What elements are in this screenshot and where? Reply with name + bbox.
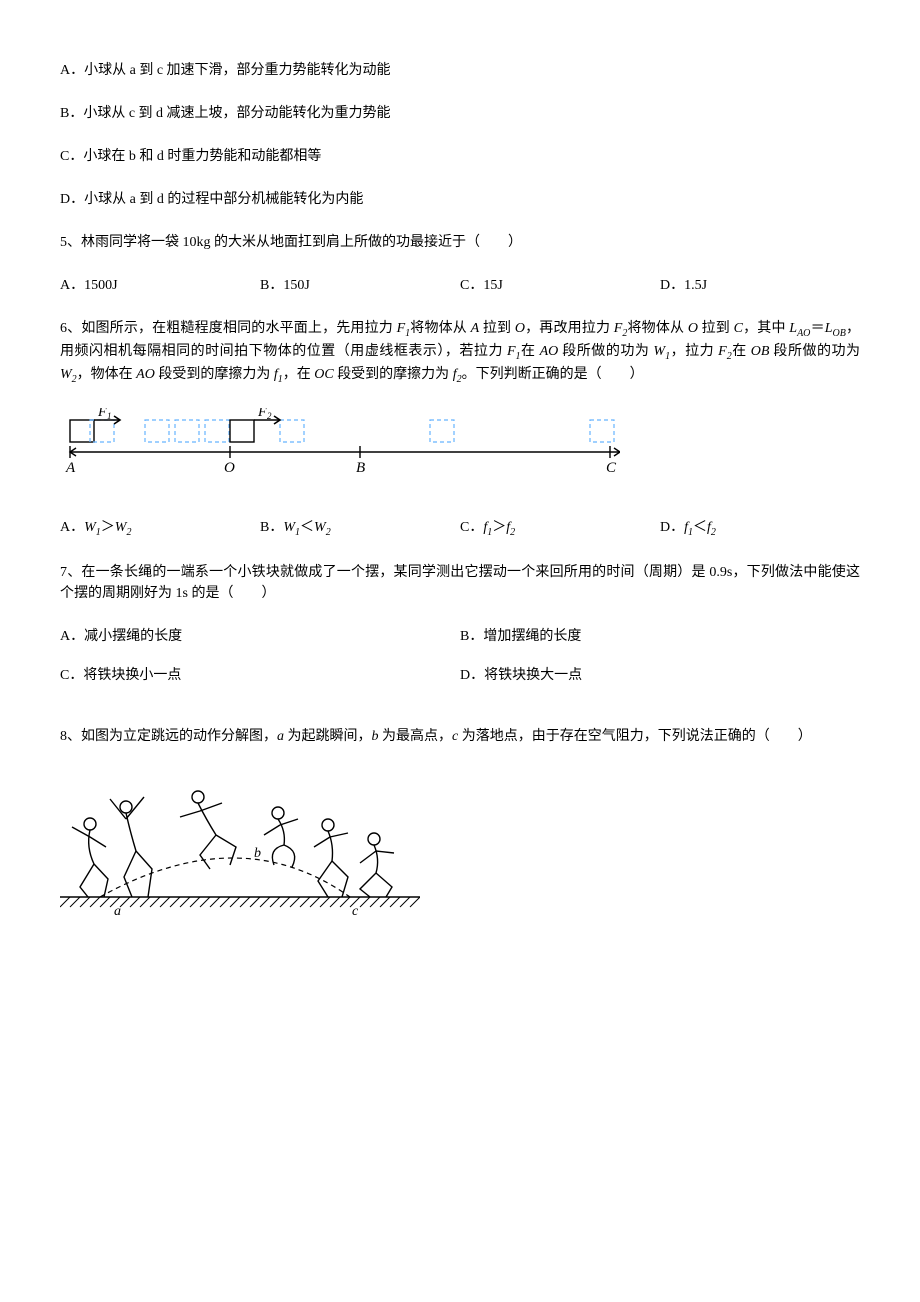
svg-text:1: 1 xyxy=(107,411,112,421)
q5-option-c: C．15J xyxy=(460,275,660,296)
q8-svg: a b c xyxy=(60,769,420,919)
page: A．小球从 a 到 c 加速下滑，部分重力势能转化为动能 B．小球从 c 到 d… xyxy=(0,0,920,1028)
q7-options: A．减小摆绳的长度 B．增加摆绳的长度 C．将铁块换小一点 D．将铁块换大一点 xyxy=(60,626,860,704)
q6-stem: 6、如图所示，在粗糙程度相同的水平面上，先用拉力 F1将物体从 A 拉到 O，再… xyxy=(60,318,860,386)
q7-option-d: D．将铁块换大一点 xyxy=(460,665,860,686)
q7-option-c: C．将铁块换小一点 xyxy=(60,665,460,686)
q6-label-a: A xyxy=(65,460,76,476)
q8-label-c: c xyxy=(352,904,359,919)
q6-options: A．W1＞W2 B．W1＜W2 C．f1＞f2 D．f1＜f2 xyxy=(60,517,860,540)
q8-label-b: b xyxy=(254,846,261,861)
q6-option-b: B．W1＜W2 xyxy=(260,517,460,540)
q5-option-b: B．150J xyxy=(260,275,460,296)
q8-figure: a b c xyxy=(60,769,860,926)
q5-option-a: A．1500J xyxy=(60,275,260,296)
prev-option-c: C．小球在 b 和 d 时重力势能和动能都相等 xyxy=(60,146,860,167)
q6-label-c: C xyxy=(606,460,617,476)
prev-option-a: A．小球从 a 到 c 加速下滑，部分重力势能转化为动能 xyxy=(60,60,860,81)
q5-stem: 5、林雨同学将一袋 10kg 的大米从地面扛到肩上所做的功最接近于（ ） xyxy=(60,232,860,253)
q8-label-a: a xyxy=(114,904,121,919)
q6-label-f2: F xyxy=(257,408,267,420)
q5-options: A．1500J B．150J C．15J D．1.5J xyxy=(60,275,860,296)
q6-label-o: O xyxy=(224,460,235,476)
svg-text:2: 2 xyxy=(267,411,272,421)
q5-option-d: D．1.5J xyxy=(660,275,860,296)
q6-option-d: D．f1＜f2 xyxy=(660,517,860,540)
q6-option-a: A．W1＞W2 xyxy=(60,517,260,540)
q6-svg: F 1 F 2 A O B C xyxy=(60,408,620,488)
q8-stem: 8、如图为立定跳远的动作分解图，a 为起跳瞬间，b 为最高点，c 为落地点，由于… xyxy=(60,726,860,747)
q7-stem: 7、在一条长绳的一端系一个小铁块就做成了一个摆，某同学测出它摆动一个来回所用的时… xyxy=(60,562,860,604)
q6-label-f1: F xyxy=(97,408,107,420)
q6-figure: F 1 F 2 A O B C xyxy=(60,408,860,495)
q7-option-a: A．减小摆绳的长度 xyxy=(60,626,460,647)
q6-option-c: C．f1＞f2 xyxy=(460,517,660,540)
q6-label-b: B xyxy=(356,460,365,476)
q7-option-b: B．增加摆绳的长度 xyxy=(460,626,860,647)
prev-option-d: D．小球从 a 到 d 的过程中部分机械能转化为内能 xyxy=(60,189,860,210)
prev-option-b: B．小球从 c 到 d 减速上坡，部分动能转化为重力势能 xyxy=(60,103,860,124)
